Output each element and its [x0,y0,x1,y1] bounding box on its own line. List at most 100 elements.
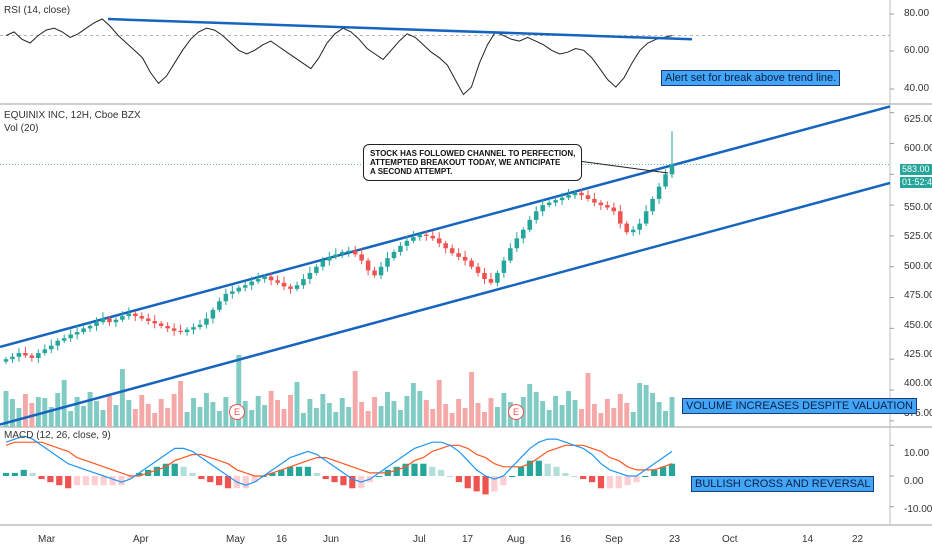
macd-histogram-bar [322,476,329,480]
macd-tick: 10.00 [904,448,930,459]
volume-bar [566,391,572,427]
macd-histogram-bar [171,463,178,476]
volume-bar [132,409,138,427]
macd-histogram-bar [633,476,640,483]
candle-body [592,198,597,203]
volume-note[interactable]: VOLUME INCREASES DESPITE VALUATION [682,398,917,414]
channel-lower-line [0,181,891,426]
candle-body [29,355,35,358]
macd-histogram-bar [331,476,338,483]
volume-bar [262,405,268,427]
candle-body [249,281,254,286]
volume-bar [346,407,352,427]
volume-bar [294,382,300,427]
volume-bar [113,405,119,427]
time-axis-label: Sep [605,534,623,545]
volume-bar [152,413,158,427]
volume-bar [61,380,67,427]
price-tick: 400.00 [904,378,932,389]
candle-body [359,254,364,261]
candle-body [559,197,565,201]
candle-body [527,219,533,230]
volume-bar [572,400,578,427]
candle-body [55,340,60,346]
volume-bar [404,396,410,427]
macd-histogram-bar [420,463,427,476]
candle-body [611,207,617,212]
rsi-title: RSI (14, close) [4,5,71,16]
candle-body [339,251,345,255]
macd-histogram-bar [162,463,169,476]
candle-body [139,316,145,319]
volume-bar [650,393,656,427]
candle-body [540,205,545,212]
macd-histogram-bar [464,476,471,489]
candle-body [126,313,132,317]
candle-body [637,223,642,230]
candle-body [236,287,242,292]
volume-bar [242,401,248,427]
candle-body [255,279,261,282]
macd-histogram-bar [455,476,462,483]
rsi-note[interactable]: Alert set for break above trend line. [661,70,841,86]
volume-bar [488,398,494,427]
channel-callout[interactable]: STOCK HAS FOLLOWED CHANNEL TO PERFECTION… [363,144,583,181]
earnings-marker[interactable]: E [508,404,524,420]
macd-histogram-bar [224,476,232,489]
time-axis-label: Mar [38,534,56,545]
time-axis-label: 22 [852,534,864,545]
volume-bar [378,406,384,427]
time-axis-label: 14 [802,534,814,545]
volume-bar [106,396,112,427]
macd-histogram-bar [571,476,578,477]
volume-bar [546,410,552,427]
volume-bar [22,394,28,427]
volume-bar [669,397,675,427]
volume-bar [456,399,462,427]
volume-bar [288,395,293,427]
candle-body [630,229,636,233]
rsi-trendline [107,17,693,41]
price-tick: 450.00 [904,320,932,331]
candle-body [94,322,99,326]
volume-bar [320,394,326,427]
volume-bar [630,412,636,427]
volume-bar [126,400,132,427]
candle-body [533,211,539,220]
macd-histogram-bar [624,476,631,486]
candle-body [436,238,442,244]
candle-body [365,260,371,271]
candle-body [553,200,558,203]
candle-body [605,205,610,208]
macd-note[interactable]: BULLISH CROSS AND REVERSAL [691,476,875,492]
candle-body [113,319,119,323]
time-axis-label: Aug [507,534,525,545]
candle-body [482,272,487,280]
candle-body [501,260,507,273]
volume-bar [559,405,565,427]
macd-histogram-bar [526,460,534,476]
candle-body [61,338,67,341]
macd-histogram-bar [429,466,436,476]
candle-body [10,356,15,360]
volume-bar [604,399,610,427]
macd-histogram-bar [562,472,569,476]
candle-body [36,353,41,358]
candle-body [495,272,500,283]
macd-histogram-bar [544,463,551,476]
volume-bar [423,400,429,427]
candle-body [191,327,196,330]
volume-bar [637,383,643,427]
price-tick: 425.00 [904,349,932,360]
macd-histogram-bar [597,476,605,489]
volume-bar [158,399,164,427]
volume-bar [417,391,423,427]
macd-tick: 0.00 [904,476,924,487]
macd-histogram-bar [207,476,214,483]
volume-bar [10,399,15,427]
macd-histogram-bar [38,476,45,480]
candle-body [145,318,151,321]
macd-histogram-bar [553,466,560,476]
earnings-marker[interactable]: E [229,404,245,420]
